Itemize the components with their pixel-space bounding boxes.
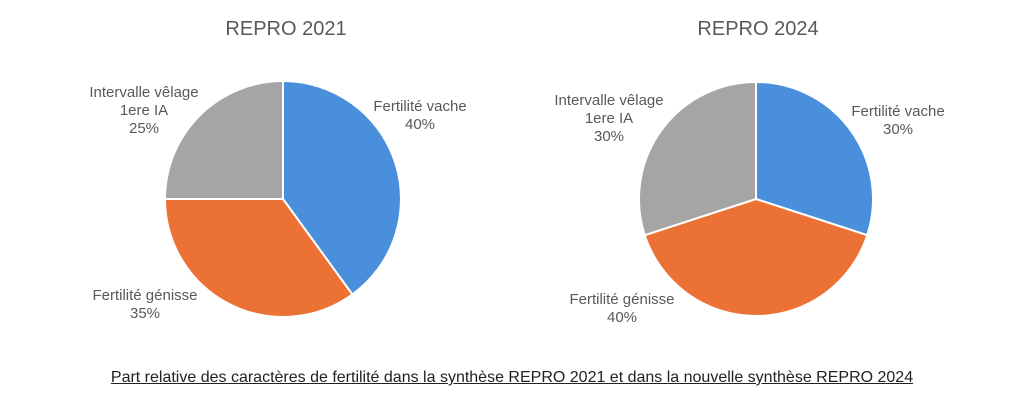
pie-slice-fertilite-genisse-repro-2024 [643,197,869,317]
figure-caption: Part relative des caractères de fertilit… [110,369,914,386]
pie-slice-intervalle-velage-repro-2021 [163,79,284,200]
chart-title-repro-2021: REPRO 2021 [225,18,347,40]
chart-title-repro-2024: REPRO 2024 [697,18,819,40]
slice-label-intervalle-velage-repro-2021: Intervalle vêlage 1ere IA 25% [89,84,198,137]
slice-label-fertilite-genisse-repro-2024: Fertilité génisse 40% [569,291,674,326]
slice-label-fertilite-genisse-repro-2021: Fertilité génisse 35% [92,287,197,322]
pie-slice-fertilite-vache-repro-2021 [282,79,402,296]
pie-slice-fertilite-genisse-repro-2021 [163,198,354,318]
slice-label-fertilite-vache-repro-2024: Fertilité vache 30% [851,103,944,138]
slice-label-intervalle-velage-repro-2024: Intervalle vêlage 1ere IA 30% [554,92,663,145]
pie-slice-fertilite-vache-repro-2024 [755,80,874,237]
slice-label-fertilite-vache-repro-2021: Fertilité vache 40% [373,98,466,133]
pie-slice-intervalle-velage-repro-2024 [638,80,757,237]
